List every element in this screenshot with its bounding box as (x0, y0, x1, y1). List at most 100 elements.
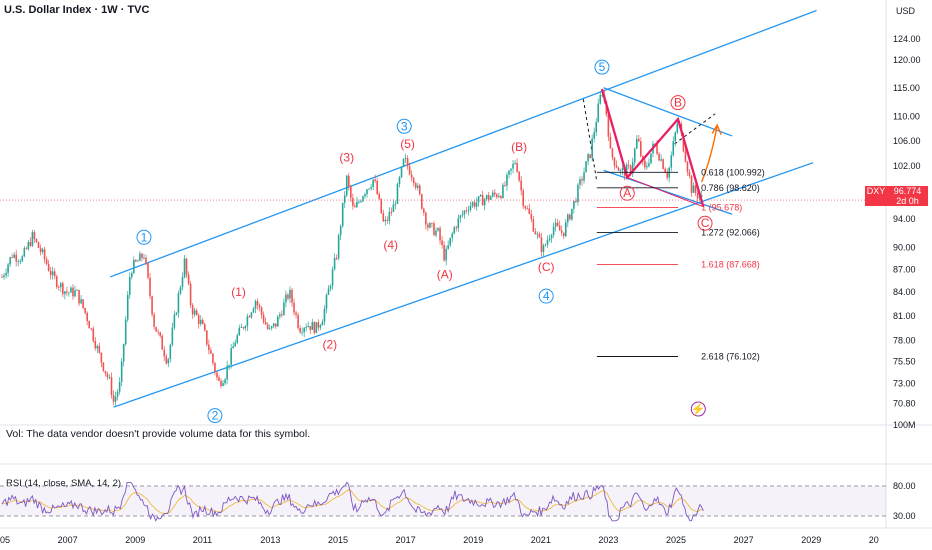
candle-body (90, 328, 93, 330)
candle-body (449, 237, 451, 246)
wave-label: (5) (400, 137, 415, 151)
candle-body (169, 344, 172, 360)
candle-body (512, 163, 514, 169)
candle-body (382, 213, 385, 222)
candle-body (595, 122, 598, 133)
y-tick-label: 81.00 (893, 311, 916, 321)
candle-body (619, 170, 622, 171)
candle-body (126, 295, 129, 320)
candle-body (137, 260, 139, 262)
candle-body (686, 161, 689, 172)
y-tick-label: 87.00 (893, 264, 916, 274)
candle-body (289, 289, 291, 299)
candle-body (262, 314, 265, 323)
candle-body (400, 166, 403, 178)
candle-body (108, 377, 111, 378)
candle-body (597, 103, 600, 123)
candle-body (455, 227, 458, 229)
candle-body (139, 253, 141, 261)
candle-body (396, 184, 399, 204)
candle-body (569, 214, 571, 220)
abc-zigzag (600, 88, 705, 208)
abc-pattern (600, 88, 722, 208)
candle-body (45, 259, 48, 265)
candle-body (404, 158, 407, 159)
candle-body (481, 194, 484, 206)
candle-body (1, 276, 3, 278)
candle-body (62, 283, 64, 295)
candle-body (483, 199, 486, 206)
candle-body (124, 319, 127, 344)
wedge-upper-line (603, 87, 733, 137)
candle-body (345, 175, 348, 196)
candle-body (585, 161, 587, 173)
candle-body (145, 257, 147, 264)
rsi-line (1, 481, 704, 522)
candle-body (672, 141, 675, 156)
fib-label: 1 (95.678) (701, 203, 742, 213)
candle-body (520, 180, 522, 191)
candle-body (242, 327, 245, 329)
wave-label: B (674, 96, 682, 110)
candle-body (60, 283, 62, 288)
candle-body (564, 222, 567, 237)
candle-body (524, 206, 527, 209)
candle-body (238, 327, 241, 336)
y-tick-label: 110.00 (893, 112, 920, 122)
wave-label: (4) (383, 238, 398, 252)
candle-body (660, 159, 662, 161)
candle-body (627, 164, 630, 166)
candle-body (112, 395, 115, 402)
candle-body (256, 301, 259, 306)
candle-body (335, 257, 338, 259)
y-tick-label: 84.00 (893, 287, 916, 297)
candle-body (579, 179, 581, 185)
candle-body (631, 162, 634, 174)
candle-body (37, 241, 40, 248)
candle-body (100, 352, 103, 363)
candle-body (504, 184, 506, 186)
candle-body (214, 362, 216, 373)
candle-body (423, 208, 425, 213)
x-tick-label: 20 (869, 535, 879, 545)
fib-label: 1.618 (87.668) (701, 259, 760, 269)
candle-body (11, 257, 13, 258)
rsi-legend[interactable]: RSI (14, close, SMA, 14, 2) (6, 478, 122, 489)
event-icon (690, 401, 706, 417)
y-tick-label: 78.00 (893, 335, 916, 345)
wave-circle (396, 118, 412, 134)
candle-body (51, 271, 54, 276)
candle-body (181, 277, 184, 288)
y-tick-label: 73.00 (893, 379, 916, 389)
candle-body (354, 205, 356, 208)
candle-body (222, 383, 224, 386)
candle-body (534, 231, 537, 235)
candle-body (447, 245, 449, 249)
y-tick-label: 102.00 (893, 161, 921, 171)
candle-body (498, 196, 500, 198)
candle-body (696, 192, 699, 199)
candle-body (311, 322, 314, 330)
candle-body (281, 314, 283, 316)
wave-label: C (701, 216, 710, 230)
candle-body (522, 190, 524, 207)
candle-body (279, 314, 281, 317)
candle-body (72, 287, 74, 297)
candle-body (201, 319, 204, 325)
candle-body (427, 224, 429, 228)
candle-body (552, 226, 555, 235)
candle-body (607, 114, 610, 137)
candle-body (577, 184, 579, 203)
candle-body (220, 380, 222, 386)
candle-body (5, 272, 7, 276)
x-tick-label: 2025 (666, 535, 686, 545)
price-candles (1, 90, 703, 407)
candle-body (550, 234, 553, 239)
last-price-value: 96.774 2d 0h (887, 186, 928, 206)
candle-body (230, 348, 232, 365)
wave-label: 3 (401, 119, 408, 133)
candle-body (629, 165, 632, 174)
rsi-sma-line (1, 489, 704, 514)
candle-body (554, 222, 557, 227)
